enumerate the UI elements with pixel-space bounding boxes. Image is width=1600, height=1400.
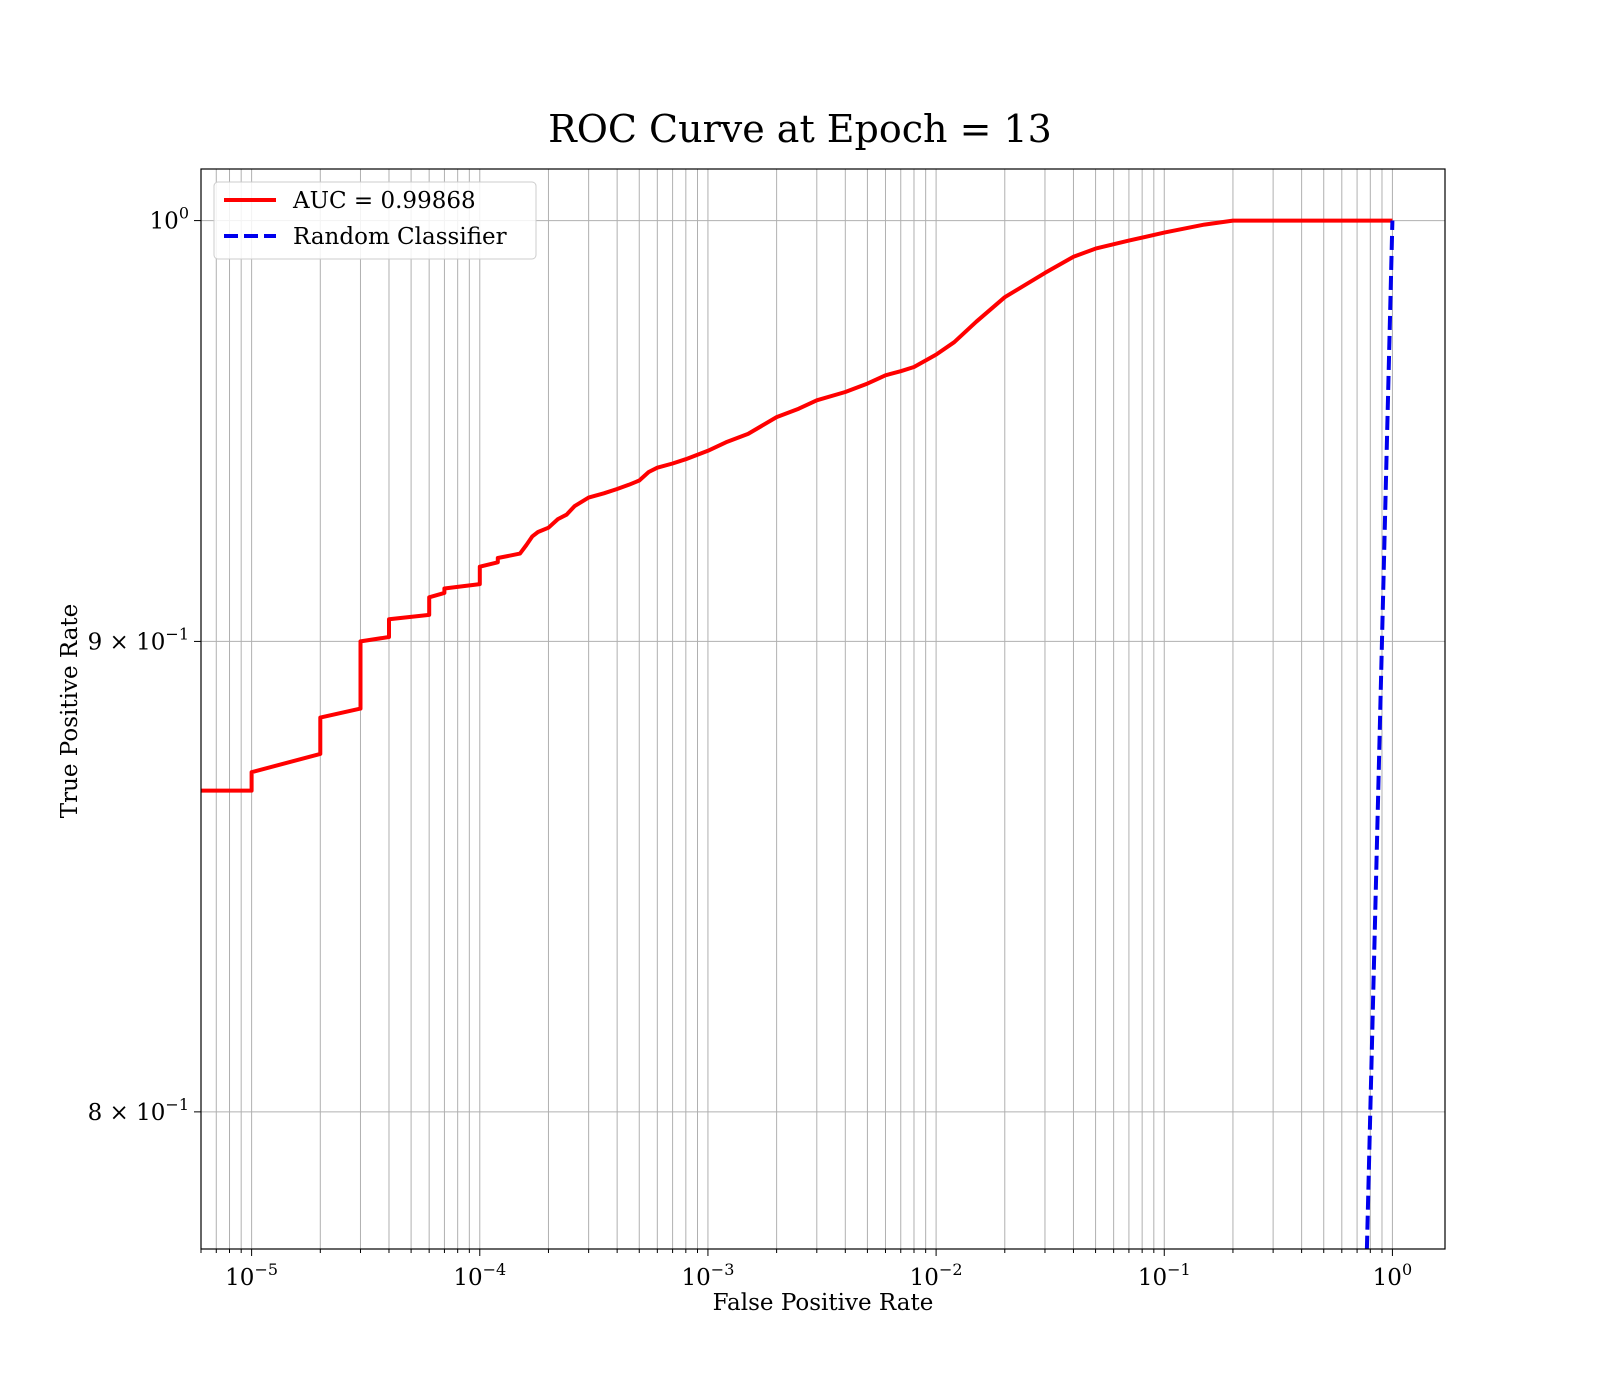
y-tick-label: 100 xyxy=(150,204,189,235)
x-tick-label: 10−3 xyxy=(682,1260,735,1291)
random-classifier-line xyxy=(1364,220,1395,1249)
x-tick-label: 100 xyxy=(1373,1260,1412,1291)
x-tick-label: 10−1 xyxy=(1138,1260,1191,1291)
x-tick-label: 10−4 xyxy=(453,1260,506,1291)
y-axis-label: True Positive Rate xyxy=(57,604,83,819)
y-tick-label: 8 × 10−1 xyxy=(88,1095,189,1126)
legend: AUC = 0.99868 Random Classifier xyxy=(213,181,537,260)
legend-label-random: Random Classifier xyxy=(293,224,507,250)
x-axis-ticks: 10−5 10−4 10−3 10−2 10−1 100 xyxy=(200,1249,1412,1291)
plot-frame xyxy=(200,168,1446,1250)
series-layer xyxy=(201,218,1395,1249)
legend-label-auc: AUC = 0.99868 xyxy=(292,188,476,214)
chart-title: ROC Curve at Epoch = 13 xyxy=(548,107,1052,151)
legend-box xyxy=(213,181,537,260)
roc-curve-line xyxy=(201,218,1393,793)
y-axis-ticks: 100 9 × 10−1 8 × 10−1 xyxy=(88,204,201,1126)
x-tick-label: 10−5 xyxy=(225,1260,278,1291)
x-tick-label: 10−2 xyxy=(910,1260,963,1291)
y-tick-label: 9 × 10−1 xyxy=(88,624,189,655)
x-axis-label: False Positive Rate xyxy=(713,1290,934,1316)
grid xyxy=(200,169,1445,1249)
